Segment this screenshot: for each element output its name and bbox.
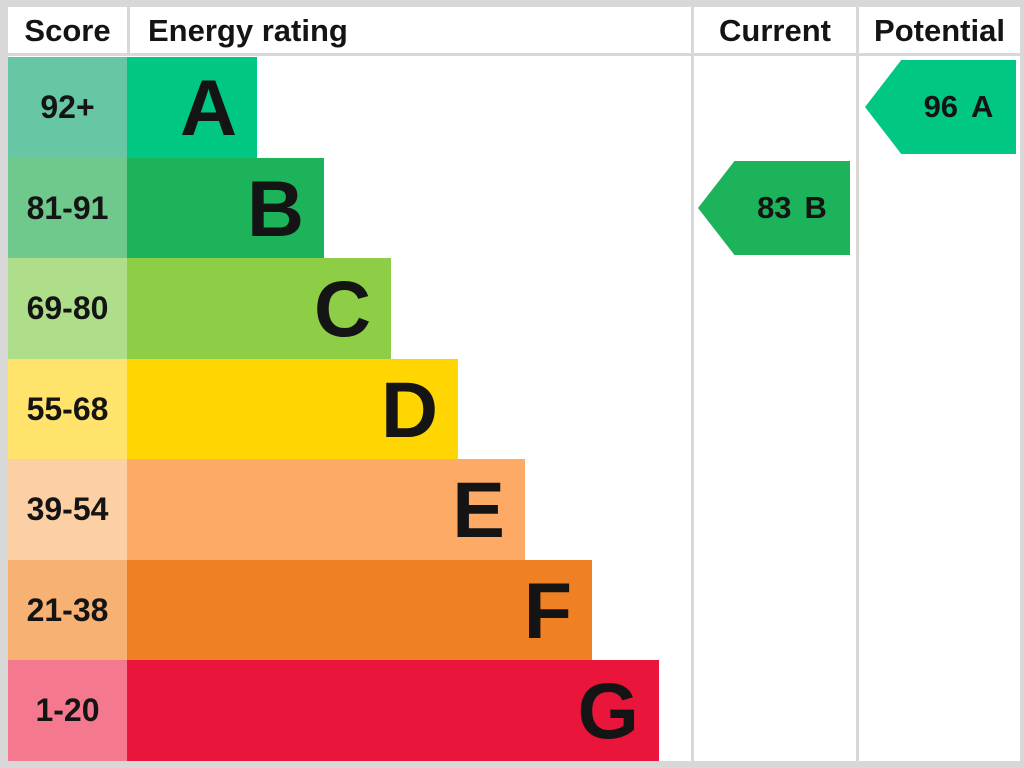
current-rating-letter: B [804,190,827,225]
band-row-e: 39-54 E [0,459,1024,560]
band-row-d: 55-68 D [0,359,1024,459]
band-letter: G [577,666,639,755]
band-row-f: 21-38 F [0,560,1024,660]
band-score-range: 39-54 [8,459,127,560]
band-letter: F [523,565,572,655]
band-score-range: 55-68 [8,359,127,459]
current-rating-value: 83 [757,190,792,225]
band-row-a: 92+ A [0,57,1024,158]
band-row-b: 81-91 B [0,158,1024,258]
band-score-range: 81-91 [8,158,127,258]
band-score-range: 69-80 [8,258,127,359]
score-column-header: Score [24,13,111,48]
band-bar: F [127,560,592,660]
band-bar: D [127,359,458,459]
band-letter: E [452,465,505,554]
band-bar: A [127,57,257,158]
energy-rating-column-header: Energy rating [148,13,348,48]
current-column-divider [691,7,694,761]
score-column-divider [127,7,130,54]
band-score-range: 21-38 [8,560,127,660]
potential-column-divider [856,7,859,761]
band-letter: C [313,264,371,353]
band-score-range: 1-20 [8,660,127,761]
band-letter: D [380,364,438,454]
current-rating-arrow: 83 B [698,161,850,255]
potential-rating-value: 96 [923,89,959,124]
band-bar: B [127,158,324,258]
current-column-header: Current [719,13,831,48]
band-row-c: 69-80 C [0,258,1024,359]
header-divider-line [8,53,1020,56]
band-bar: C [127,258,391,359]
band-letter: A [179,63,237,152]
band-bar: G [127,660,659,761]
potential-column-header: Potential [874,13,1005,48]
potential-rating-letter: A [971,89,994,124]
band-row-g: 1-20 G [0,660,1024,761]
potential-rating-arrow: 96 A [865,60,1016,154]
band-bar: E [127,459,525,560]
band-letter: B [246,163,304,253]
band-score-range: 92+ [8,57,127,158]
